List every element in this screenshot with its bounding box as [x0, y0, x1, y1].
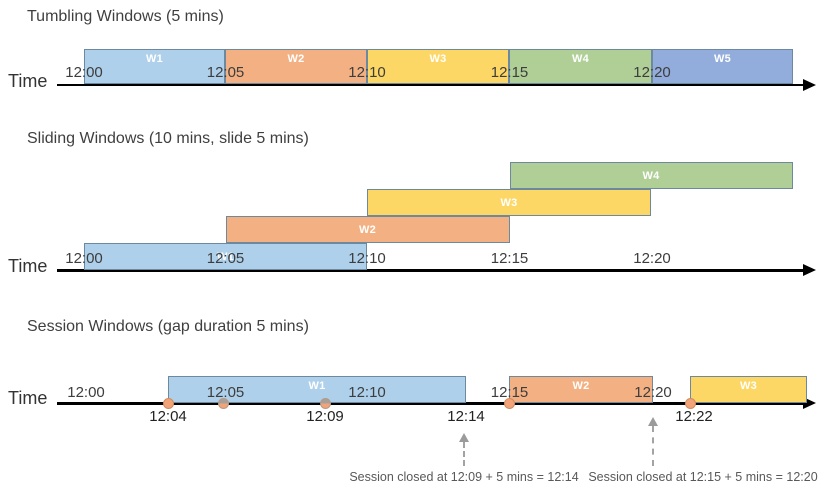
window-label: W4 [642, 169, 660, 182]
session-close-annotation: Session closed at 12:09 + 5 mins = 12:14 [349, 470, 579, 484]
session-close-annotation: Session closed at 12:15 + 5 mins = 12:20 [588, 470, 818, 484]
window-label: W5 [713, 53, 732, 65]
tumbling-tick: 12:00 [65, 64, 103, 81]
sliding-window-w4: W4 [509, 162, 793, 189]
tumbling-time-axis [57, 84, 805, 86]
session-tick: 12:20 [634, 384, 672, 401]
tumbling-window-w5: W5 [652, 49, 793, 84]
session-time-axis [57, 402, 805, 405]
sliding-tick: 12:15 [490, 250, 529, 267]
event-dot [162, 398, 174, 409]
window-label: W1 [216, 250, 235, 263]
event-time-label: 12:22 [675, 408, 713, 425]
sliding-time-axis [57, 269, 805, 272]
session-window-w3: W3 [690, 376, 807, 403]
window-label: W2 [358, 223, 377, 236]
tumbling-window-w4: W4 [509, 49, 652, 84]
sliding-window-w1: W1 [84, 243, 367, 270]
window-label: W3 [429, 53, 447, 65]
session-section-title: Session Windows (gap duration 5 mins) [27, 318, 309, 335]
session-tick: 12:10 [348, 384, 386, 401]
tumbling-time-axis-label: Time [8, 71, 48, 91]
event-dot [217, 398, 229, 409]
event-time-label: 12:09 [306, 408, 344, 425]
tumbling-window-w2: W2 [225, 49, 367, 84]
sliding-axis-arrowhead-icon [803, 264, 816, 276]
session-window-w1: W1 [168, 376, 466, 403]
window-label: W3 [500, 196, 518, 209]
sliding-tick: 12:20 [633, 250, 671, 267]
tumbling-section-title: Tumbling Windows (5 mins) [27, 8, 224, 25]
tumbling-tick: 12:15 [490, 64, 529, 81]
session-tick: 12:15 [490, 384, 529, 401]
tumbling-tick: 12:05 [206, 64, 245, 81]
event-dot [684, 398, 696, 409]
session-time-axis-label: Time [8, 388, 48, 408]
window-label: W2 [572, 380, 590, 392]
sliding-time-axis-label: Time [8, 256, 48, 276]
tumbling-window-w3: W3 [367, 49, 509, 84]
session-close-arrow-icon [648, 417, 658, 466]
window-label: W2 [287, 53, 305, 65]
event-dot [503, 398, 515, 409]
window-label: W1 [145, 53, 164, 65]
sliding-tick: 12:00 [65, 250, 103, 267]
event-dot [319, 398, 331, 409]
tumbling-tick: 12:20 [633, 64, 671, 81]
event-time-label: 12:04 [149, 408, 187, 425]
window-label: W4 [571, 53, 590, 65]
tumbling-window-w1: W1 [84, 49, 225, 84]
window-label: W3 [739, 380, 758, 392]
tumbling-axis-arrowhead-icon [803, 79, 816, 91]
sliding-tick: 12:05 [206, 250, 245, 267]
session-window-w2: W2 [509, 376, 653, 403]
window-label: W1 [308, 380, 326, 392]
sliding-section-title: Sliding Windows (10 mins, slide 5 mins) [27, 130, 309, 147]
sliding-window-w2: W2 [225, 216, 510, 243]
sliding-window-w3: W3 [367, 189, 651, 216]
session-close-arrow-icon [459, 433, 469, 466]
sliding-tick: 12:10 [348, 250, 386, 267]
session-tick: 12:00 [67, 384, 105, 401]
session-tick: 12:05 [206, 384, 245, 401]
tumbling-tick: 12:10 [348, 64, 386, 81]
event-time-label: 12:14 [447, 408, 485, 425]
